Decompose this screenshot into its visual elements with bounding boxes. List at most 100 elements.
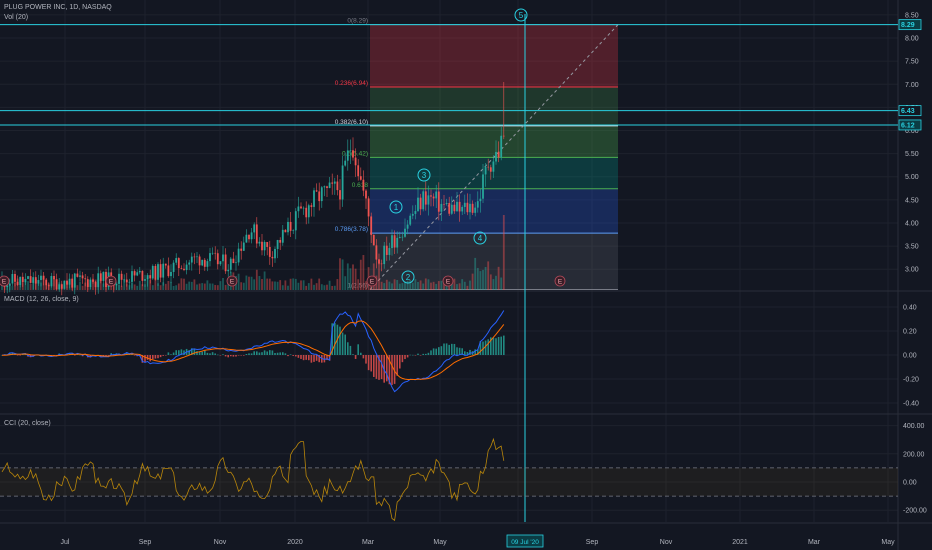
volume-bar: [417, 281, 419, 290]
earnings-marker: E: [226, 275, 238, 287]
candle-body: [53, 276, 55, 280]
volume-bar: [99, 278, 102, 290]
volume-bar: [224, 284, 227, 290]
earnings-marker: E: [442, 275, 454, 287]
volume-bar: [385, 279, 388, 290]
macd-histogram-bar: [240, 355, 242, 356]
volume-bar: [219, 281, 222, 290]
candle-body: [86, 279, 89, 287]
candle-body: [287, 221, 289, 233]
candle-body: [391, 235, 393, 249]
candle-body: [487, 166, 490, 168]
volume-bar: [414, 279, 417, 290]
macd-histogram-bar: [183, 350, 185, 355]
volume-bar: [456, 284, 458, 290]
candle-body: [183, 268, 185, 271]
price-tag-text: 8.29: [901, 22, 915, 29]
cci-tick-label: -200.00: [903, 508, 927, 515]
macd-histogram-bar: [401, 355, 404, 363]
candle-body: [21, 276, 24, 283]
candle-body: [336, 181, 339, 191]
candle-body: [482, 174, 484, 199]
earnings-marker-circle: [105, 275, 117, 287]
x-tick-label: Nov: [214, 539, 227, 546]
volume-bar: [81, 285, 84, 290]
volume-bar: [196, 284, 198, 290]
wave-label: 1: [389, 200, 403, 214]
volume-bar: [310, 278, 313, 290]
wave-label-circle: [473, 231, 487, 245]
volume-bar: [393, 279, 396, 290]
candle-body: [175, 258, 178, 263]
wave-label-number: 4: [478, 234, 483, 243]
volume-bar: [427, 279, 430, 290]
volume-bar: [255, 269, 258, 290]
macd-histogram-bar: [451, 343, 453, 355]
macd-histogram-bar: [227, 355, 229, 358]
candle-body: [237, 248, 240, 263]
volume-bar: [500, 277, 503, 290]
macd-histogram-bar: [500, 336, 502, 355]
candle-body: [81, 275, 84, 279]
volume-bar: [133, 284, 136, 290]
candle-body: [219, 261, 222, 265]
price-tick-label: 3.50: [905, 244, 919, 251]
x-axis-highlight-label: 09 Jul '20: [511, 539, 539, 546]
macd-histogram-bar: [365, 355, 367, 364]
candle-body: [248, 234, 250, 240]
macd-histogram-bar: [412, 354, 414, 356]
macd-tick-label: 0.40: [903, 305, 917, 312]
candle-body: [16, 281, 19, 285]
macd-histogram-bar: [224, 355, 227, 357]
candle-body: [224, 254, 227, 272]
volume-bar: [29, 283, 32, 290]
volume-bar: [328, 280, 331, 290]
macd-histogram-bar: [295, 355, 297, 357]
macd-histogram-bar: [495, 338, 497, 355]
macd-histogram-bar: [146, 355, 149, 360]
macd-histogram-bar: [341, 332, 344, 355]
macd-histogram-bar: [133, 355, 136, 356]
candle-body: [445, 203, 448, 205]
price-tick-label: 5.00: [905, 174, 919, 181]
macd-histogram-bar: [167, 352, 170, 355]
wave-label: 2: [401, 270, 415, 284]
volume-bar: [206, 280, 209, 290]
macd-histogram-bar: [269, 350, 271, 355]
candle-body: [136, 272, 139, 276]
macd-histogram-bar: [282, 352, 284, 355]
volume-bar: [323, 285, 326, 290]
candle-body: [354, 157, 357, 166]
candle-body: [92, 279, 94, 282]
volume-bar: [339, 258, 341, 290]
volume-bar: [378, 258, 380, 290]
macd-histogram-bar: [362, 355, 365, 359]
candle-body: [250, 232, 253, 240]
candle-body: [274, 248, 276, 259]
candle-body: [365, 190, 367, 199]
candle-body: [422, 191, 425, 210]
volume-bar: [344, 276, 347, 290]
candle-body: [372, 234, 375, 246]
candle-body: [297, 206, 300, 212]
candle-body: [492, 161, 495, 172]
macd-histogram-bar: [55, 355, 58, 356]
macd-histogram-bar: [479, 341, 482, 355]
macd-histogram-bar: [391, 355, 393, 385]
candle-body: [497, 151, 500, 158]
signal-line: [1, 320, 505, 380]
volume-bar: [164, 283, 167, 290]
volume-bar: [346, 263, 349, 290]
macd-histogram-bar: [464, 351, 466, 355]
candle-body: [146, 275, 149, 280]
volume-bar: [380, 281, 383, 290]
macd-histogram-bar: [375, 355, 378, 379]
volume-bar: [76, 285, 79, 290]
macd-histogram-bar: [232, 355, 235, 357]
candle-body: [170, 271, 172, 277]
candle-body: [253, 224, 256, 233]
macd-histogram-bar: [422, 353, 424, 355]
macd-histogram-bar: [443, 343, 445, 355]
candle-body: [352, 150, 354, 158]
